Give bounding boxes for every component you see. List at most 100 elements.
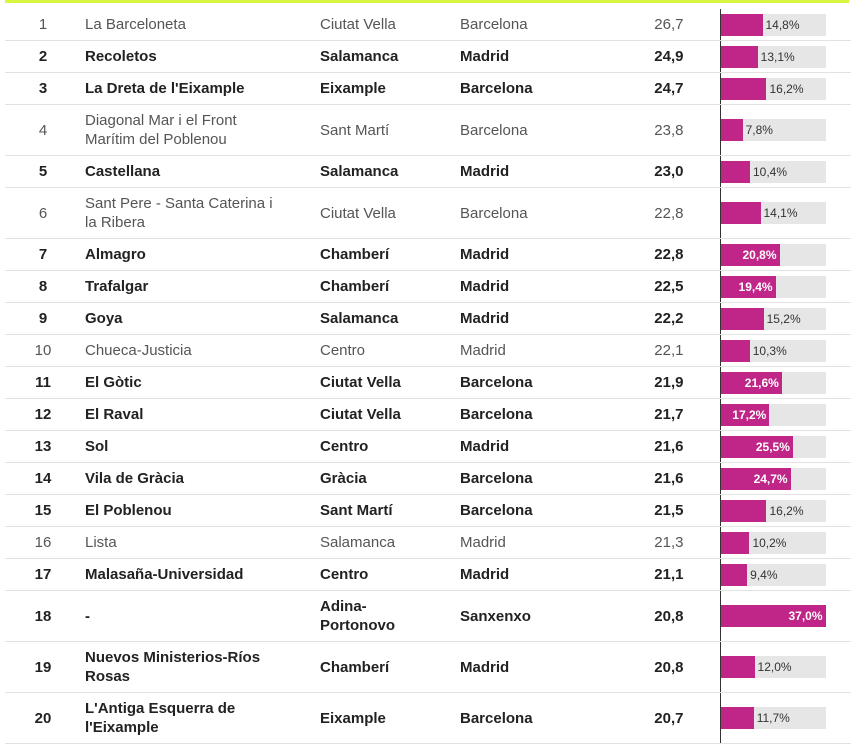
bar: [720, 435, 793, 458]
bar-label: 12,0%: [757, 660, 792, 674]
district-cell: Salamanca: [311, 526, 451, 559]
value-cell: 24,7: [601, 72, 720, 105]
neighborhood-cell: Recoletos: [81, 40, 311, 73]
table-row: 4 Diagonal Mar i el Front Marítim del Pob…: [5, 104, 851, 156]
share-cell: 10,3%: [719, 334, 851, 367]
neighborhood-cell: El Poblenou: [81, 494, 311, 527]
city-cell: Barcelona: [451, 366, 601, 399]
bar-label: 14,8%: [765, 17, 800, 32]
rank-cell: 19: [5, 641, 81, 693]
bar-label: 15,2%: [766, 311, 801, 326]
share-cell: 13,1%: [719, 40, 851, 73]
bar-label: 19,4%: [738, 279, 773, 294]
city-cell: Madrid: [451, 270, 601, 303]
value-cell: 21,3: [601, 526, 720, 559]
city-cell: Barcelona: [451, 692, 601, 744]
bar-label: 21,6%: [744, 375, 779, 390]
bar-track: 14,8%: [720, 13, 826, 36]
table-row: 7 Almagro Chamberí Madrid 22,8 20,8%: [5, 238, 851, 271]
bar-track: 10,2%: [720, 531, 826, 554]
district-cell: Chamberí: [311, 238, 451, 271]
district-cell: Eixample: [311, 72, 451, 105]
rank-cell: 13: [5, 430, 81, 463]
city-cell: Madrid: [451, 558, 601, 591]
bar-label: 20,8%: [742, 247, 777, 262]
bar-label: 9,4%: [750, 567, 778, 582]
bar: [720, 202, 761, 224]
value-cell: 23,8: [601, 104, 720, 156]
table-row: 18- Adina-Portonovo Sanxenxo 20,8 37,0%: [5, 590, 851, 642]
district-cell: Chamberí: [311, 641, 451, 693]
value-cell: 21,7: [601, 398, 720, 431]
bar: [720, 243, 780, 266]
district-cell: Gràcia: [311, 462, 451, 495]
share-cell: 17,2%: [719, 398, 851, 431]
value-cell: 20,8: [601, 641, 720, 693]
table-row: 6 Sant Pere - Santa Caterina i la Ribera C…: [5, 187, 851, 239]
value-cell: 22,8: [601, 238, 720, 271]
bar-track: 10,4%: [720, 160, 826, 183]
share-cell: 16,2%: [719, 494, 851, 527]
rank-cell: 9: [5, 302, 81, 335]
bar: [720, 499, 767, 522]
bar-label: 10,2%: [752, 535, 787, 550]
city-cell: Barcelona: [451, 187, 601, 239]
district-cell: Adina-Portonovo: [311, 590, 451, 642]
bar-label: 17,2%: [732, 407, 767, 422]
share-cell: 10,2%: [719, 526, 851, 559]
bar: [720, 119, 743, 141]
value-cell: 20,7: [601, 692, 720, 744]
bar: [720, 13, 763, 36]
bar: [720, 160, 750, 183]
district-cell: Ciutat Vella: [311, 366, 451, 399]
city-cell: Madrid: [451, 40, 601, 73]
bar: [720, 403, 770, 426]
bar-label: 16,2%: [769, 503, 804, 518]
top-rule: [5, 0, 849, 3]
city-cell: Barcelona: [451, 398, 601, 431]
table-row: 14 Vila de Gràcia Gràcia Barcelona 21,6 24,7%: [5, 462, 851, 495]
bar: [720, 707, 754, 729]
table-row: 15 El Poblenou Sant Martí Barcelona 21,5 16,2…: [5, 494, 851, 527]
bar-label: 7,8%: [745, 123, 773, 137]
bar: [720, 605, 826, 627]
ranking-table: 1 La Barceloneta Ciutat Vella Barcelona 26,7…: [5, 9, 851, 744]
district-cell: Eixample: [311, 692, 451, 744]
city-cell: Madrid: [451, 238, 601, 271]
bar: [720, 563, 748, 586]
neighborhood-cell: La Dreta de l'Eixample: [81, 72, 311, 105]
bar-track: 11,7%: [720, 707, 826, 729]
table-row: 17 Malasaña-Universidad Centro Madrid 21,1 9,…: [5, 558, 851, 591]
district-cell: Centro: [311, 334, 451, 367]
city-cell: Barcelona: [451, 9, 601, 41]
table-row: 19 Nuevos Ministerios-Ríos Rosas Chamberí M…: [5, 641, 851, 693]
rank-cell: 14: [5, 462, 81, 495]
bar-label: 13,1%: [760, 49, 795, 64]
bar-label: 14,1%: [763, 206, 798, 220]
bar-label: 10,3%: [752, 343, 787, 358]
bar-track: 21,6%: [720, 371, 826, 394]
neighborhood-cell: Vila de Gràcia: [81, 462, 311, 495]
bar-track: 10,3%: [720, 339, 826, 362]
rank-cell: 10: [5, 334, 81, 367]
bar: [720, 275, 776, 298]
bar: [720, 371, 782, 394]
bar-label: 16,2%: [769, 81, 804, 96]
city-cell: Madrid: [451, 334, 601, 367]
table-row: 10 Chueca-Justicia Centro Madrid 22,1 10,3%: [5, 334, 851, 367]
share-cell: 9,4%: [719, 558, 851, 591]
share-cell: 11,7%: [719, 692, 851, 744]
city-cell: Madrid: [451, 155, 601, 188]
bar: [720, 45, 758, 68]
bar: [720, 656, 755, 678]
neighborhood-cell: Diagonal Mar i el Front Marítim del Pobl…: [81, 104, 311, 156]
value-cell: 26,7: [601, 9, 720, 41]
city-cell: Sanxenxo: [451, 590, 601, 642]
table-row: 1 La Barceloneta Ciutat Vella Barcelona 26,7…: [5, 9, 851, 41]
share-cell: 25,5%: [719, 430, 851, 463]
share-cell: 12,0%: [719, 641, 851, 693]
bar-label: 37,0%: [788, 609, 823, 623]
district-cell: Ciutat Vella: [311, 187, 451, 239]
rank-cell: 8: [5, 270, 81, 303]
share-cell: 20,8%: [719, 238, 851, 271]
